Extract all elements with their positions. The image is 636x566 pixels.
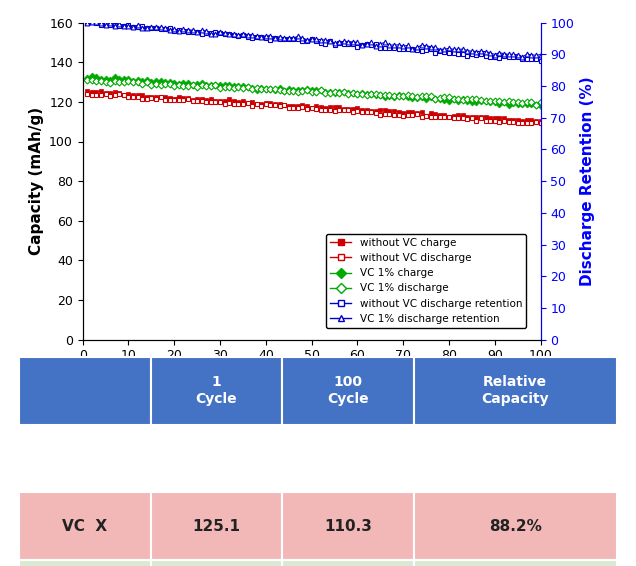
Text: 110.3: 110.3: [324, 519, 372, 534]
Bar: [19, 560, 151, 566]
Text: 88.2%: 88.2%: [489, 519, 542, 534]
Bar: [19, 492, 151, 560]
Bar: [413, 357, 617, 424]
Bar: [282, 492, 413, 560]
Text: 100
Cycle: 100 Cycle: [327, 375, 369, 406]
Bar: [282, 357, 413, 424]
Bar: [151, 492, 282, 560]
Legend: without VC charge, without VC discharge, VC 1% charge, VC 1% discharge, without : without VC charge, without VC discharge,…: [326, 234, 526, 328]
Bar: [151, 560, 282, 566]
Y-axis label: Discharge Retention (%): Discharge Retention (%): [580, 76, 595, 286]
Bar: [282, 560, 413, 566]
Bar: [413, 492, 617, 560]
Bar: [151, 357, 282, 424]
Y-axis label: Capacity (mAh/g): Capacity (mAh/g): [29, 107, 43, 255]
Text: 1
Cycle: 1 Cycle: [195, 375, 237, 406]
Text: 125.1: 125.1: [192, 519, 240, 534]
Bar: [413, 560, 617, 566]
Text: VC  X: VC X: [62, 519, 107, 534]
Bar: [19, 357, 151, 424]
Text: Relative
Capacity: Relative Capacity: [481, 375, 549, 406]
X-axis label: Cycle (No.): Cycle (No.): [260, 368, 363, 386]
